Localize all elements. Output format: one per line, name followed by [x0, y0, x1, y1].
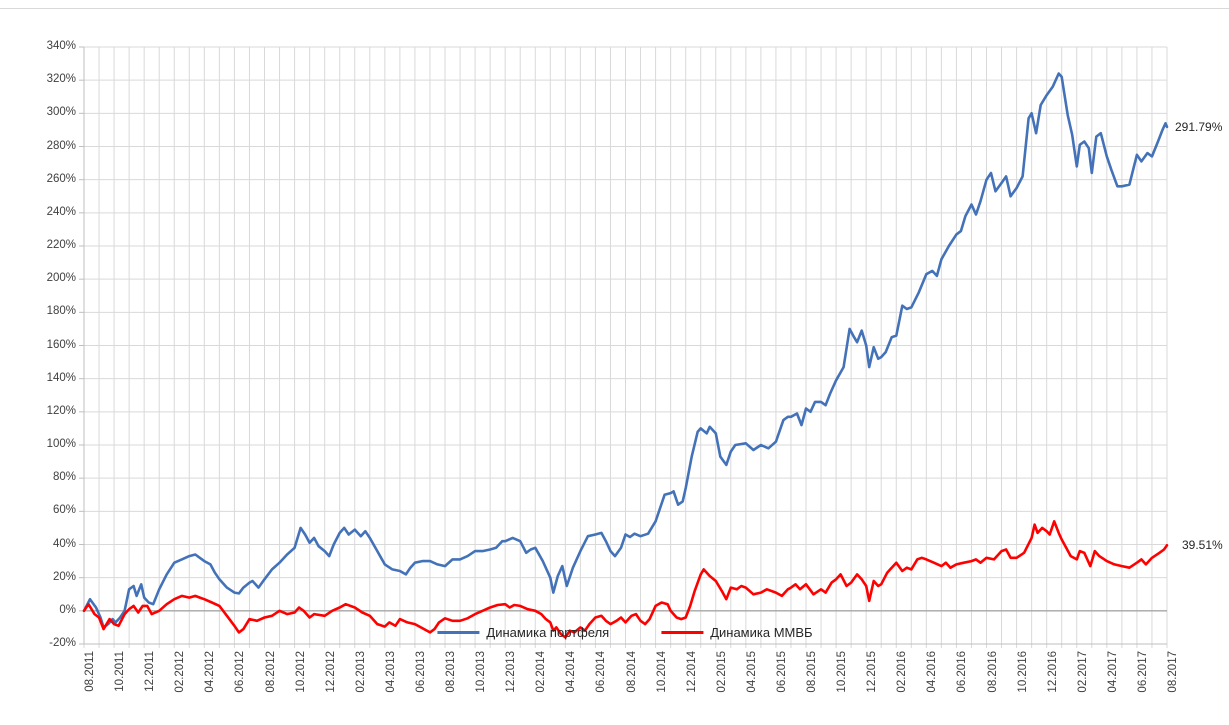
x-axis-tick-label: 12.2015: [866, 651, 879, 693]
x-axis-tick-label: 02.2016: [896, 651, 909, 693]
y-axis-tick-label: 80%: [52, 471, 76, 484]
y-axis-tick-label: 300%: [46, 106, 76, 119]
portfolio-end-value-label: 291.79%: [1175, 119, 1223, 134]
x-axis-tick-label: 04.2016: [926, 651, 939, 693]
x-axis-tick-label: 10.2015: [836, 651, 849, 693]
y-axis-tick-label: -20%: [49, 637, 76, 649]
x-axis-tick-label: 04.2017: [1106, 651, 1119, 693]
y-axis-tick-label: 340%: [46, 40, 76, 52]
x-axis-tick-label: 12.2016: [1046, 651, 1059, 693]
micex-series-line[interactable]: [82, 519, 1169, 639]
chart-legend: Динамика портфеля Динамика ММВБ: [437, 625, 813, 640]
x-axis-tick-label: 08.2011: [84, 651, 96, 692]
legend-label-portfolio: Динамика портфеля: [486, 625, 610, 640]
x-axis-tick-label: 08.2014: [625, 651, 638, 693]
x-axis-tick-label: 02.2012: [174, 651, 187, 693]
y-axis-tick-label: 60%: [52, 504, 76, 517]
y-axis-tick-label: 0%: [59, 603, 76, 616]
x-axis-tick-label: 06.2013: [414, 651, 427, 693]
x-axis-tick-label: 02.2017: [1076, 651, 1089, 693]
y-axis-tick-label: 280%: [46, 139, 76, 152]
y-axis-tick-label: 100%: [46, 438, 76, 450]
x-axis-tick-label: 08.2016: [986, 651, 999, 693]
top-divider: [0, 8, 1229, 9]
y-axis-tick-label: 160%: [46, 338, 76, 351]
x-axis-tick-label: 08.2017: [1167, 651, 1179, 693]
legend-item-micex[interactable]: Динамика ММВБ: [661, 625, 813, 640]
x-axis-tick-label: 12.2012: [324, 651, 337, 693]
y-axis-tick-label: 20%: [52, 570, 76, 583]
y-axis-tick-label: 140%: [46, 371, 76, 384]
x-axis-tick-label: 08.2012: [264, 651, 277, 693]
y-axis-tick-label: 200%: [46, 272, 76, 285]
x-axis-tick-label: 06.2015: [775, 651, 788, 693]
x-axis-tick-label: 06.2012: [234, 651, 247, 693]
x-axis-tick-label: 04.2012: [204, 651, 217, 693]
y-axis-tick-label: 320%: [46, 73, 76, 86]
x-axis-tick-label: 10.2012: [294, 651, 307, 693]
x-axis-tick-label: 04.2015: [745, 651, 758, 693]
y-axis-tick-label: 40%: [52, 537, 76, 550]
x-axis-tick-label: 04.2014: [565, 651, 578, 693]
x-axis-tick-label: 04.2013: [384, 651, 397, 693]
x-axis-tick-label: 02.2015: [715, 651, 728, 693]
x-axis-tick-label: 12.2013: [505, 651, 518, 693]
x-axis-tick-label: 10.2014: [655, 651, 668, 693]
x-axis-tick-label: 02.2014: [535, 651, 548, 693]
x-axis-tick-label: 10.2013: [475, 651, 488, 693]
y-axis-tick-label: 120%: [46, 404, 76, 417]
portfolio-series-line[interactable]: [82, 72, 1169, 629]
x-axis-tick-label: 12.2011: [144, 651, 157, 692]
x-axis-tick-label: 02.2013: [354, 651, 367, 693]
micex-end-value-label: 39.51%: [1182, 538, 1223, 553]
x-axis-tick-label: 08.2013: [445, 651, 457, 693]
x-axis-tick-label: 10.2011: [114, 651, 127, 692]
portfolio-line-swatch: [437, 631, 480, 634]
x-axis-tick-label: 06.2014: [595, 651, 608, 693]
y-axis-tick-label: 260%: [46, 172, 76, 185]
y-axis-tick-label: 180%: [46, 305, 76, 318]
legend-label-micex: Динамика ММВБ: [710, 625, 813, 640]
y-axis-tick-label: 220%: [46, 239, 76, 251]
x-axis-tick-label: 06.2016: [956, 651, 969, 693]
x-axis-tick-label: 12.2014: [685, 651, 698, 693]
micex-line-swatch: [661, 631, 704, 634]
x-axis-tick-label: 06.2017: [1136, 651, 1149, 693]
x-axis-tick-label: 10.2016: [1016, 651, 1029, 693]
legend-item-portfolio[interactable]: Динамика портфеля: [437, 625, 609, 640]
y-axis-tick-label: 240%: [46, 205, 76, 218]
x-axis-tick-label: 08.2015: [806, 651, 818, 693]
